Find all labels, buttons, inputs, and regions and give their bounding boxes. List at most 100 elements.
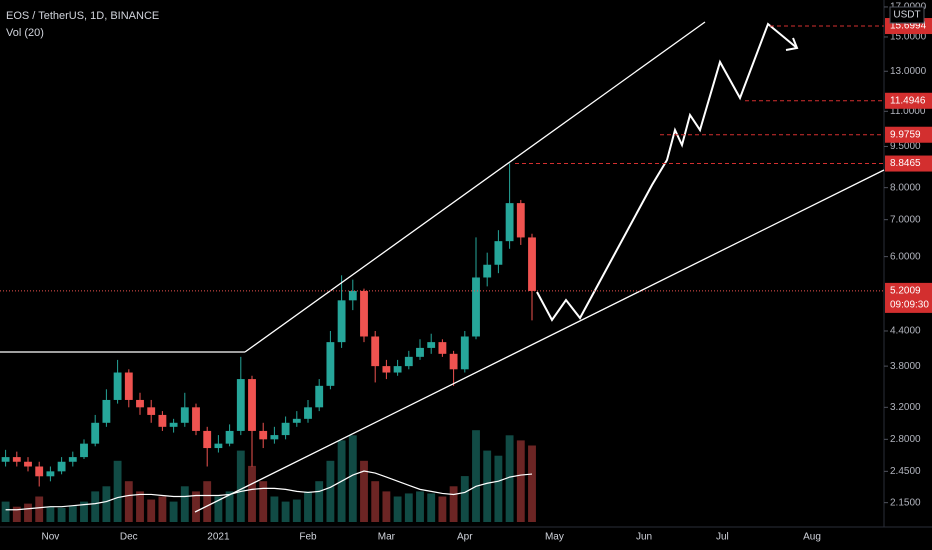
volume-bar — [516, 440, 525, 522]
candle-body — [348, 290, 357, 301]
candle-body — [236, 379, 245, 431]
candle-body — [427, 342, 436, 348]
volume-bar — [371, 481, 380, 522]
last-price-label: 5.2009 — [890, 286, 921, 297]
volume-bar — [169, 501, 178, 522]
price-level-label: 8.8465 — [890, 158, 921, 169]
volume-bar — [393, 496, 402, 522]
volume-bar — [449, 486, 458, 522]
candle-body — [326, 342, 335, 386]
projection-arrowhead — [785, 37, 799, 51]
volume-bar — [404, 493, 413, 522]
y-tick-label: 7.0000 — [890, 214, 921, 225]
drawings — [0, 21, 885, 513]
volume-bar — [158, 496, 167, 522]
volume-bar — [57, 507, 66, 522]
y-tick-label: 4.4000 — [890, 326, 921, 337]
candle-body — [528, 237, 536, 291]
y-tick-label: 3.2000 — [890, 402, 921, 413]
volume-bar — [91, 491, 100, 522]
volume-bar — [472, 430, 480, 522]
candle-body — [57, 461, 66, 472]
y-tick-label: 2.4500 — [890, 466, 921, 477]
candle-body — [35, 466, 44, 477]
volume-bar — [315, 481, 324, 522]
volume-bar — [147, 499, 156, 522]
volume-bar — [259, 481, 268, 522]
volume-bar — [281, 501, 290, 522]
volume-bar — [292, 499, 301, 522]
volume-bar — [528, 445, 536, 522]
candle-body — [1, 457, 10, 462]
x-tick-label: May — [545, 532, 564, 543]
volume-bar — [326, 460, 335, 522]
candle-body — [438, 342, 447, 354]
candle-body — [505, 203, 514, 242]
volume-bar — [360, 460, 368, 522]
x-tick-label: Feb — [299, 532, 317, 543]
x-tick-label: Jun — [636, 532, 652, 543]
volume-bar — [460, 476, 469, 522]
volume-bar — [113, 460, 122, 522]
volume-bar — [203, 481, 212, 522]
volume-bar — [304, 491, 312, 522]
candle-body — [225, 430, 234, 444]
price-level-label: 11.4946 — [890, 95, 926, 106]
candle-body — [80, 443, 88, 458]
candle-body — [382, 366, 391, 373]
y-tick-label: 2.1500 — [890, 497, 921, 508]
candle-body — [68, 457, 77, 462]
volume-bar — [438, 496, 447, 522]
volume-bar — [225, 491, 234, 522]
volume-bar — [68, 505, 77, 522]
volume-bar — [505, 435, 514, 522]
candle-body — [281, 422, 290, 436]
volume-bar — [270, 496, 279, 522]
last-price-box — [885, 282, 932, 313]
volume-bar — [124, 481, 133, 522]
x-tick-label: Nov — [42, 532, 60, 543]
candle-body — [315, 385, 324, 408]
lower-channel-line — [194, 169, 885, 513]
candle-body — [494, 241, 503, 265]
volume-bar — [35, 496, 44, 522]
candle-layer — [1, 163, 536, 487]
price-level-label: 15.6994 — [890, 21, 927, 32]
volume-bar — [80, 501, 88, 522]
symbol-title: EOS / TetherUS, 1D, BINANCE — [6, 10, 159, 22]
candle-body — [180, 407, 189, 423]
x-tick-label: Aug — [803, 532, 821, 543]
candle-body — [259, 430, 268, 440]
y-tick-label: 13.0000 — [890, 66, 927, 77]
y-tick-label: 2.8000 — [890, 434, 921, 445]
candle-body — [169, 422, 178, 427]
price-level-box — [885, 126, 932, 143]
volume-bar — [348, 435, 357, 522]
y-tick-label: 11.0000 — [890, 106, 926, 117]
volume-bar — [427, 493, 436, 522]
candle-body — [214, 443, 223, 449]
volume-bar — [416, 491, 424, 522]
candle-body — [124, 372, 133, 400]
candle-body — [460, 336, 469, 370]
candle-body — [270, 435, 279, 440]
candle-body — [393, 366, 402, 373]
candle-body — [404, 356, 413, 367]
countdown-label: 09:09:30 — [890, 300, 929, 311]
projection-path — [536, 22, 798, 322]
volume-bar — [494, 455, 503, 522]
y-tick-label: 15.0000 — [890, 32, 927, 43]
price-level-box — [885, 92, 932, 109]
volume-bar — [12, 506, 21, 522]
candle-body — [292, 418, 301, 423]
volume-ma-line — [5, 470, 533, 511]
volume-bar — [214, 496, 223, 522]
volume-bar — [102, 486, 111, 522]
volume-bar — [483, 450, 492, 522]
volume-bar — [180, 486, 189, 522]
volume-layer — [1, 430, 536, 522]
x-tick-label: Jul — [716, 532, 729, 543]
candle-body — [46, 471, 55, 477]
candle-body — [158, 414, 167, 427]
